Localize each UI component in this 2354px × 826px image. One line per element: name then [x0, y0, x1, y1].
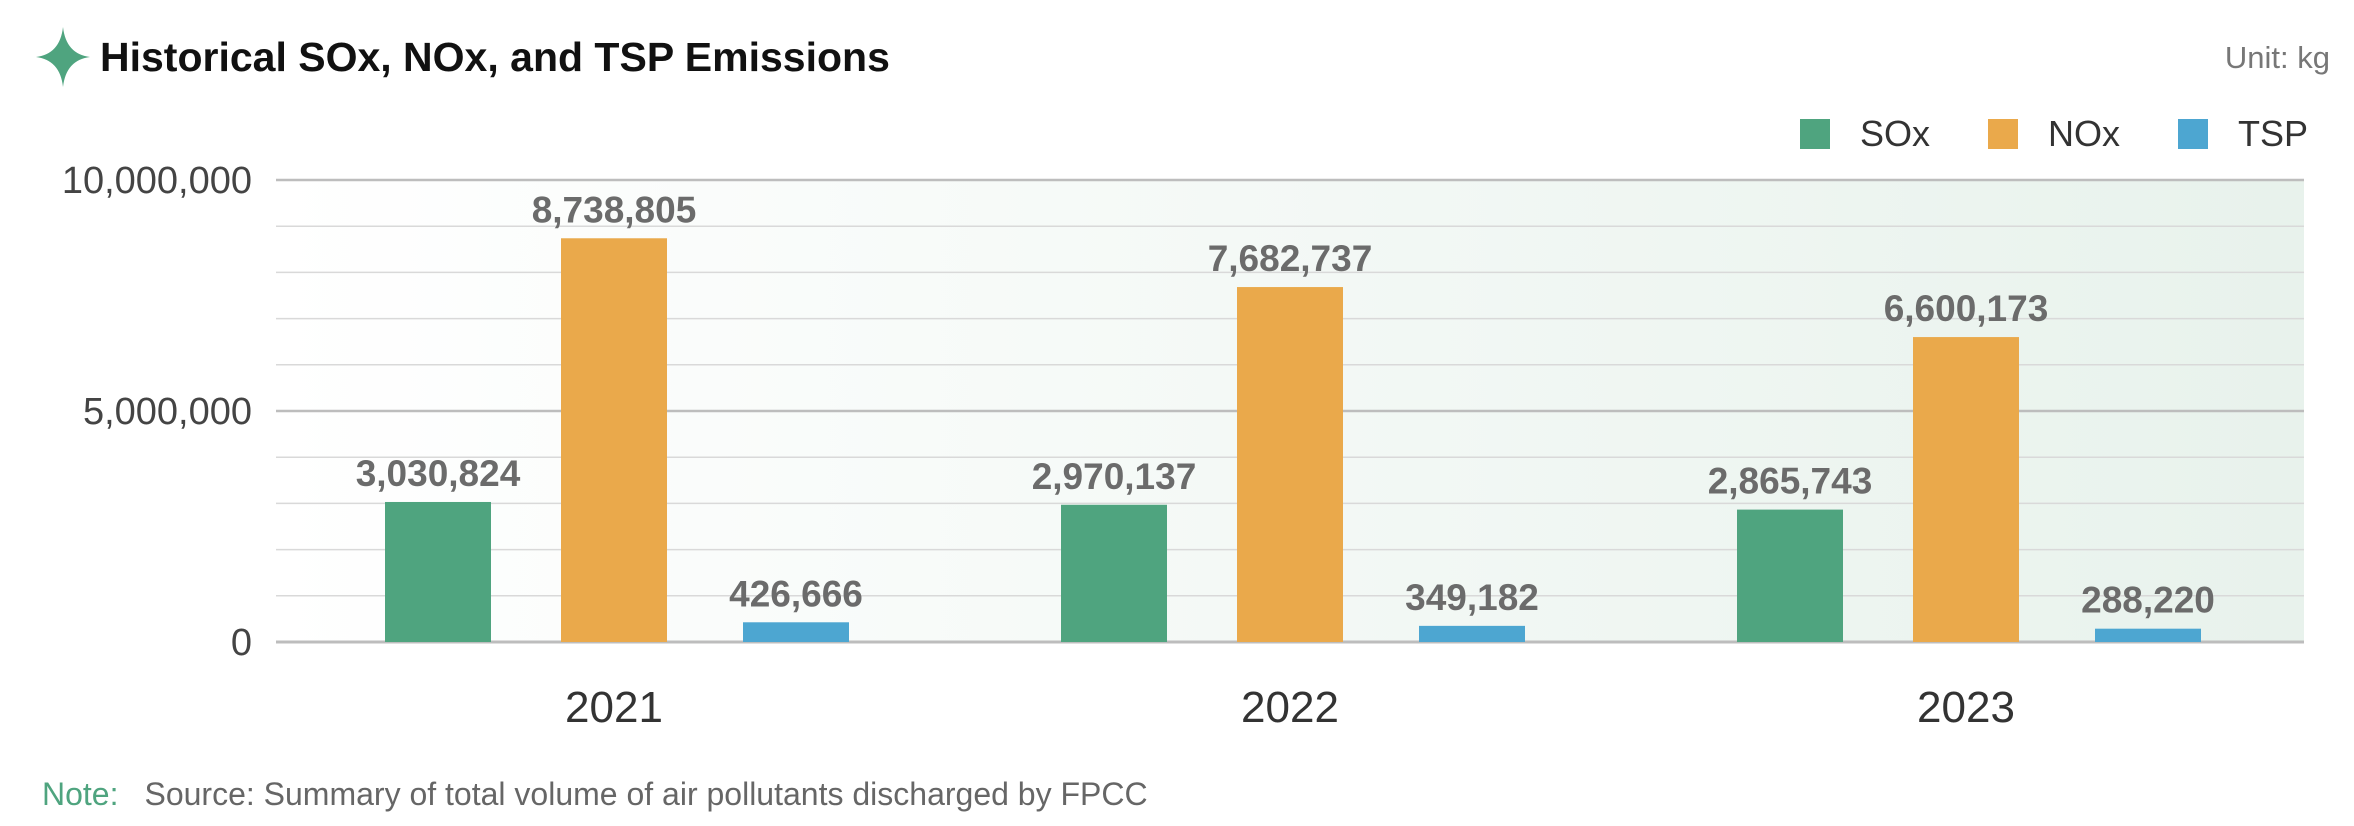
unit-label: Unit: kg [2224, 40, 2330, 75]
bar-tsp [1419, 625, 1525, 642]
bar-sox [1061, 504, 1167, 642]
y-tick-label: 5,000,000 [83, 391, 252, 433]
data-label: 2,865,743 [1708, 461, 1873, 502]
bar-sox [385, 501, 491, 642]
bar-chart: 0 5,000,000 10,000,000 3,030,824 8,738,805 4… [62, 113, 2308, 732]
y-tick-label: 10,000,000 [62, 160, 252, 202]
legend-label-sox: SOx [1860, 113, 1930, 154]
y-tick-label: 0 [231, 622, 252, 664]
x-axis-tick-labels: 2021 2022 2023 [565, 683, 2015, 732]
x-tick-label: 2022 [1241, 683, 1339, 732]
bars [385, 238, 2201, 642]
legend-swatch-sox [1800, 119, 1830, 149]
chart-title: Historical SOx, NOx, and TSP Emissions [100, 33, 890, 80]
note-label: Note: [42, 776, 119, 812]
bar-sox [1737, 509, 1843, 642]
note-text: Source: Summary of total volume of air p… [144, 776, 1148, 812]
data-label: 6,600,173 [1884, 288, 2049, 329]
x-tick-label: 2021 [565, 683, 663, 732]
data-label: 426,666 [729, 573, 863, 614]
footnote: Note: Source: Summary of total volume of … [42, 776, 1148, 813]
legend: SOx NOx TSP [1800, 113, 2308, 154]
y-axis-tick-labels: 0 5,000,000 10,000,000 [62, 160, 252, 664]
data-label: 3,030,824 [356, 453, 521, 494]
sparkle-star-icon [36, 27, 90, 87]
data-label: 8,738,805 [532, 189, 697, 230]
data-label: 2,970,137 [1032, 456, 1197, 497]
data-label: 288,220 [2081, 580, 2215, 621]
legend-label-tsp: TSP [2238, 113, 2308, 154]
bar-tsp [743, 622, 849, 642]
chart-header: Historical SOx, NOx, and TSP Emissions [36, 22, 890, 92]
legend-label-nox: NOx [2048, 113, 2120, 154]
legend-swatch-tsp [2178, 119, 2208, 149]
bar-nox [1913, 337, 2019, 642]
legend-swatch-nox [1988, 119, 2018, 149]
data-label: 7,682,737 [1208, 238, 1373, 279]
data-label: 349,182 [1405, 577, 1539, 618]
x-tick-label: 2023 [1917, 683, 2015, 732]
bar-tsp [2095, 628, 2201, 642]
bar-nox [561, 238, 667, 642]
data-labels: 3,030,824 8,738,805 426,666 2,970,137 7,682,… [356, 189, 2215, 620]
bar-nox [1237, 287, 1343, 642]
